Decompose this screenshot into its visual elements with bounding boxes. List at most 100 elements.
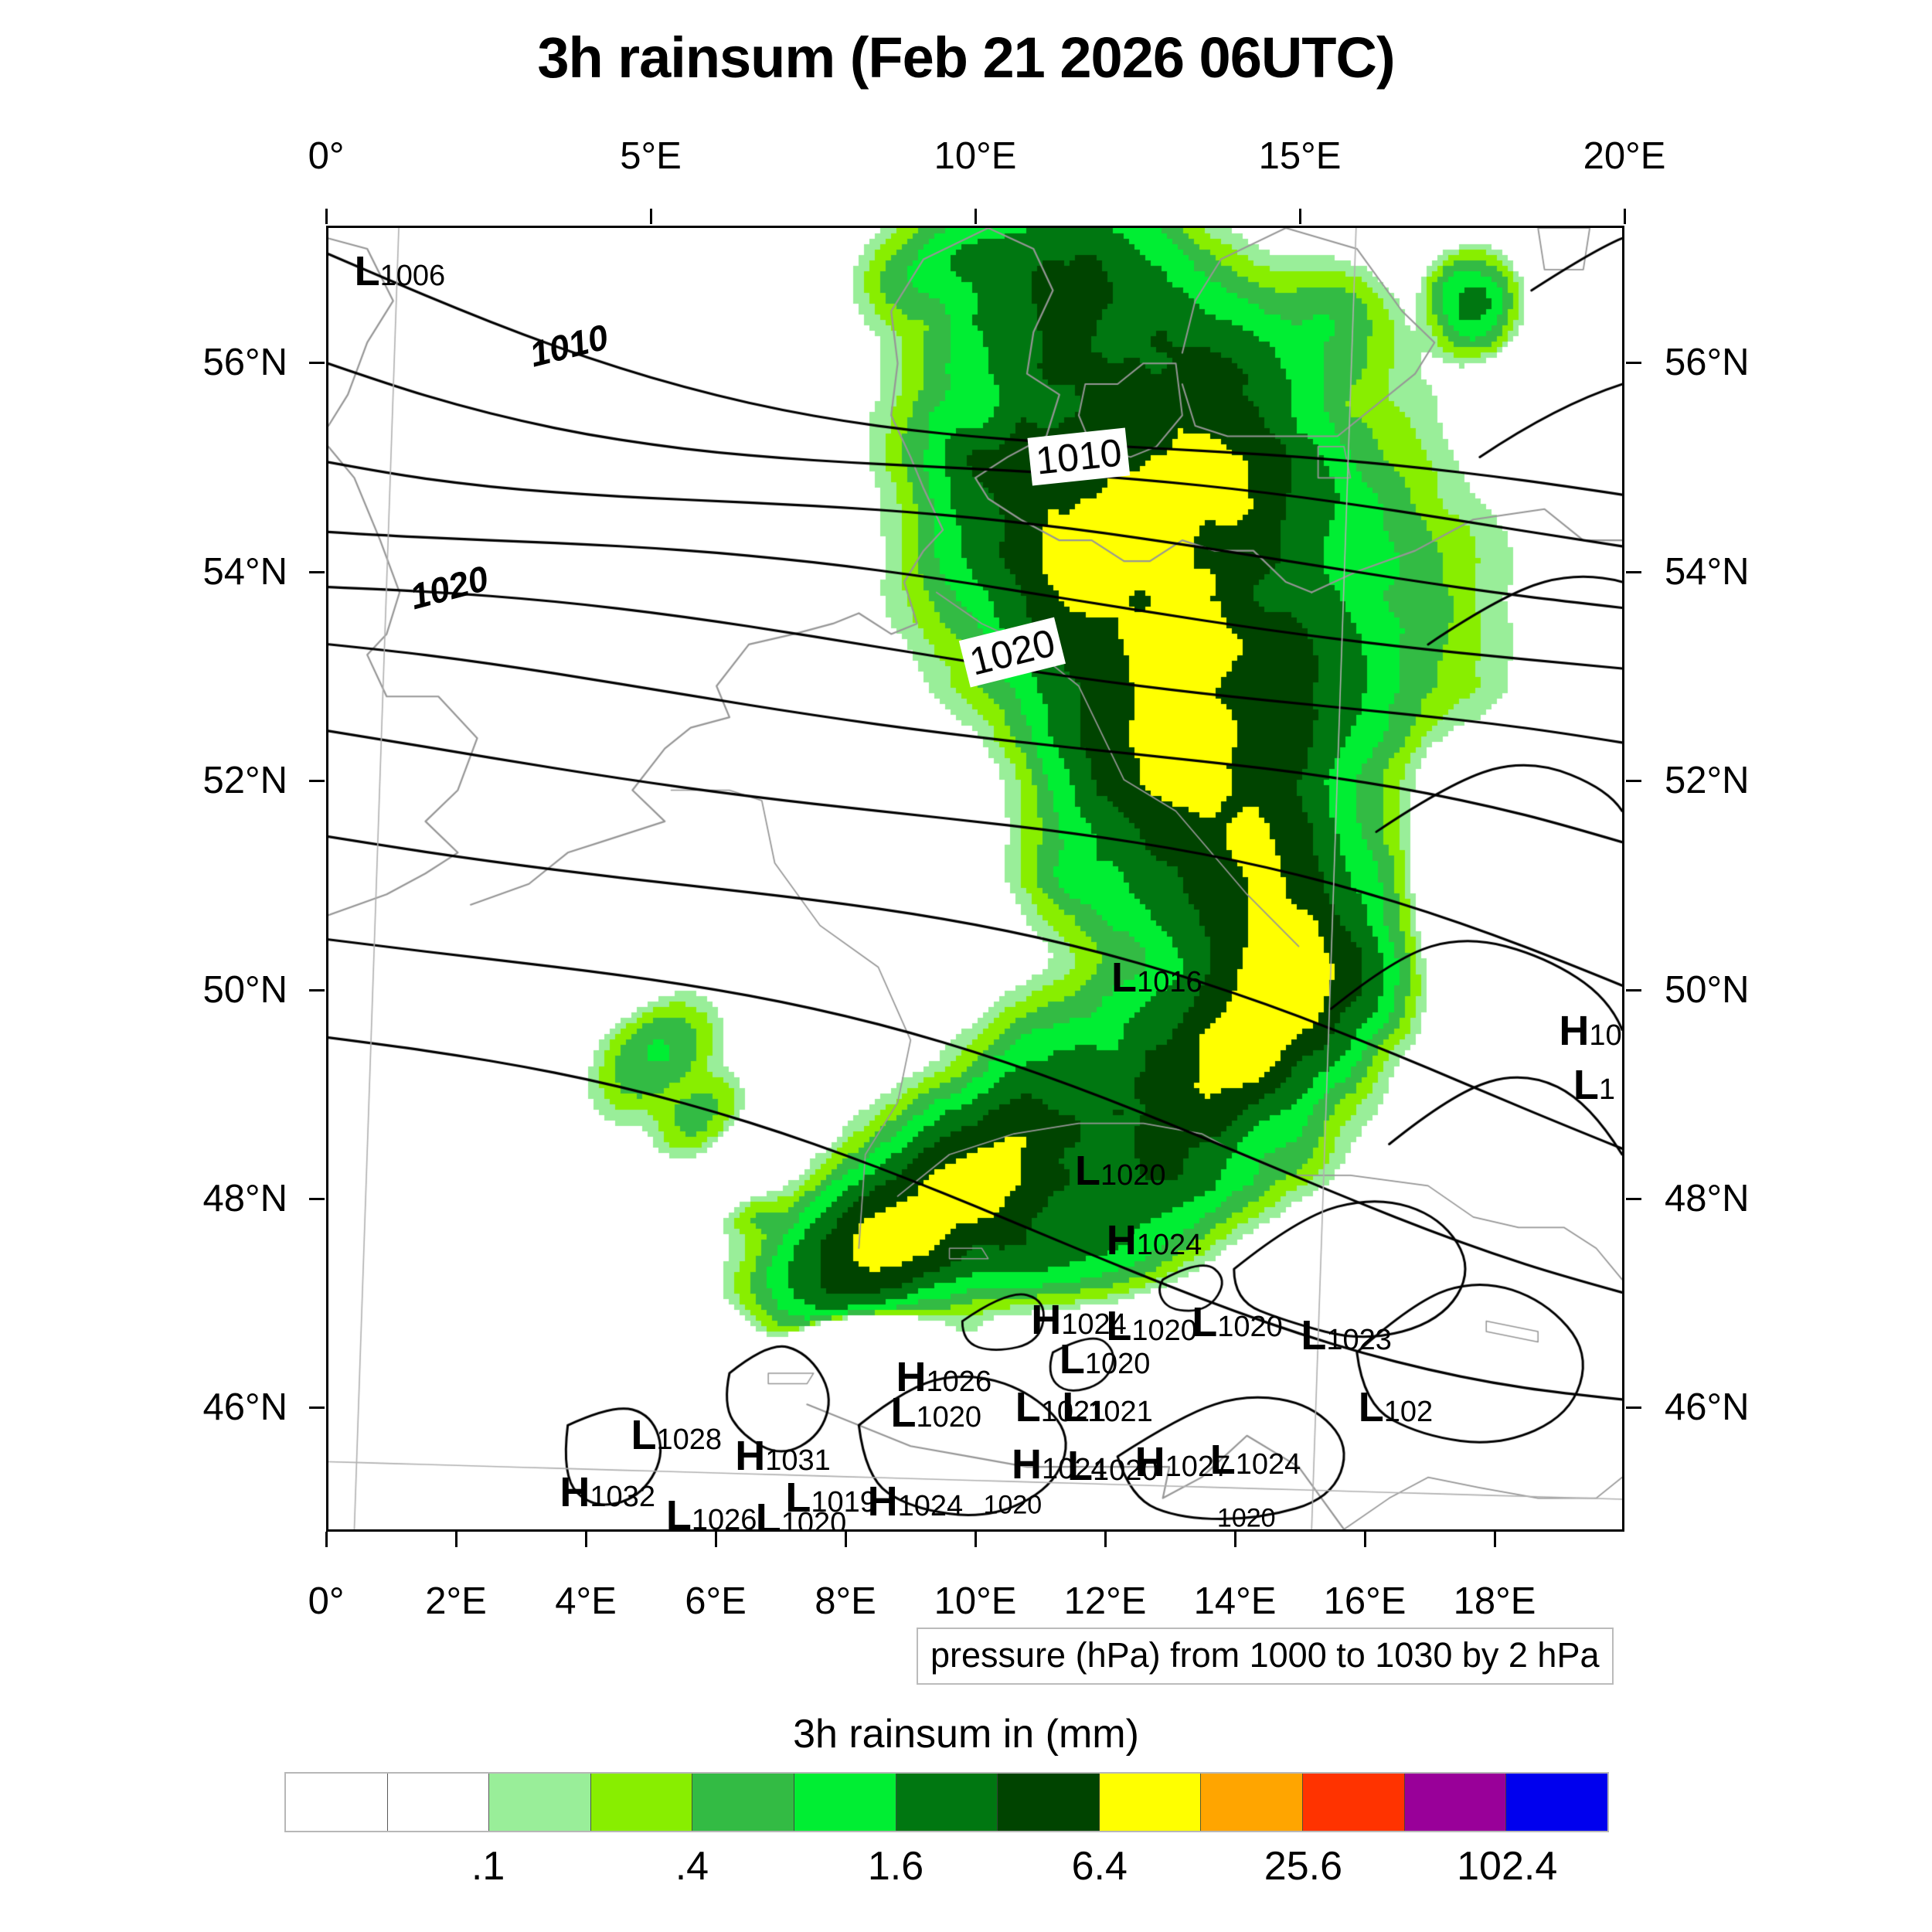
axis-tick-right	[1626, 780, 1641, 783]
axis-tick-left	[309, 362, 325, 365]
pressure-center-value: 1026	[691, 1504, 757, 1532]
colorbar-cell-11[interactable]	[1404, 1774, 1507, 1831]
pressure-center-value: 1020	[1217, 1311, 1283, 1344]
pressure-center-value: 1027	[1165, 1451, 1231, 1484]
axis-tick-right	[1626, 1406, 1641, 1410]
pressure-center-l-7: L1020	[1106, 1305, 1197, 1347]
pressure-center-type: L	[631, 1411, 657, 1458]
pressure-center-type: H	[1012, 1441, 1043, 1488]
pressure-center-h-20: H1027	[1135, 1441, 1231, 1483]
axis-label-right-5: 46°N	[1665, 1386, 1750, 1429]
pressure-center-type: L	[1106, 1303, 1132, 1350]
axis-tick-left	[309, 1198, 325, 1201]
pressure-center-type: L	[1111, 954, 1138, 1002]
axis-tick-left	[309, 988, 325, 992]
pressure-center-type: L	[1075, 1148, 1101, 1195]
pressure-center-h-5: H1024	[1107, 1219, 1202, 1261]
pressure-center-value: 1024	[1136, 1228, 1202, 1261]
pressure-center-type: L	[665, 1492, 692, 1532]
colorbar-cell-1[interactable]	[387, 1774, 490, 1831]
pressure-center-l-13: L1020	[890, 1392, 981, 1434]
colorbar-cell-4[interactable]	[692, 1774, 795, 1831]
axis-label-top-2: 10°E	[934, 135, 1017, 177]
colorbar-cell-2[interactable]	[489, 1774, 591, 1831]
axis-tick-right	[1626, 1198, 1641, 1201]
pressure-center-type: L	[755, 1495, 781, 1532]
axis-label-top-1: 5°E	[620, 135, 682, 177]
pressure-center-value: 1019	[811, 1485, 876, 1519]
pressure-center-type: L	[1059, 1335, 1085, 1383]
pressure-center-type: H	[560, 1468, 590, 1515]
pressure-center-type: L	[1192, 1299, 1218, 1346]
colorbar-label-5: 102.4	[1457, 1844, 1558, 1889]
axis-tick-top	[1299, 209, 1301, 224]
pressure-center-value: 1020	[1084, 1347, 1151, 1380]
axis-tick-top	[325, 209, 328, 224]
axis-tick-right	[1626, 988, 1641, 992]
isobar-label-4: 1020	[983, 1490, 1043, 1520]
pressure-center-l-9: L1023	[1301, 1315, 1392, 1356]
axis-label-left-1: 54°N	[202, 550, 287, 593]
pressure-center-value: 1020	[1092, 1454, 1158, 1488]
pressure-center-type: L	[1062, 1384, 1088, 1431]
pressure-center-value: 1023	[1326, 1324, 1392, 1357]
pressure-contour-note: pressure (hPa) from 1000 to 1030 by 2 hP…	[917, 1628, 1614, 1685]
colorbar-cell-12[interactable]	[1506, 1774, 1607, 1831]
pressure-center-type: H	[1031, 1296, 1062, 1343]
pressure-center-h-18: H1024	[1012, 1444, 1107, 1485]
pressure-center-value: 1026	[926, 1366, 992, 1399]
pressure-center-l-24: L1019	[785, 1477, 876, 1519]
pressure-center-l-19: L1020	[1067, 1445, 1158, 1487]
pressure-center-type: L	[1301, 1312, 1327, 1359]
colorbar-cell-6[interactable]	[896, 1774, 998, 1831]
colorbar-cell-5[interactable]	[794, 1774, 896, 1831]
axis-tick-right	[1626, 570, 1641, 573]
pressure-center-type: L	[1573, 1061, 1599, 1108]
axis-tick-bottom	[585, 1532, 587, 1547]
pressure-center-l-21: L1024	[1210, 1439, 1301, 1481]
axis-label-left-3: 50°N	[202, 968, 287, 1011]
colorbar-cell-7[interactable]	[998, 1774, 1100, 1831]
axis-tick-top	[650, 209, 652, 224]
map-plot-area[interactable]: L1006 L1016 H10 L1 L1020 H1024 H1024 L1020 L1020…	[326, 226, 1624, 1532]
colorbar-cell-3[interactable]	[590, 1774, 693, 1831]
pressure-center-l-15: L1021	[1062, 1386, 1153, 1428]
colorbar-label-1: .4	[675, 1844, 709, 1889]
pressure-center-value: 1020	[1100, 1159, 1166, 1192]
colorbar-label-0: .1	[471, 1844, 505, 1889]
pressure-center-l-14: L1021	[1015, 1386, 1107, 1428]
axis-tick-left	[309, 570, 325, 573]
pressure-center-type: H	[1559, 1008, 1590, 1055]
pressure-center-type: H	[896, 1354, 927, 1401]
colorbar-cell-0[interactable]	[286, 1774, 388, 1831]
colorbar-tick-labels: .1 .4 1.6 6.4 25.6 102.4	[284, 1843, 1609, 1897]
pressure-center-value: 102	[1383, 1396, 1434, 1429]
colorbar[interactable]	[284, 1772, 1609, 1832]
colorbar-cell-10[interactable]	[1303, 1774, 1405, 1831]
axis-label-right-0: 56°N	[1665, 342, 1750, 384]
axis-label-bottom-6: 12°E	[1063, 1580, 1147, 1622]
axis-tick-bottom	[1494, 1532, 1496, 1547]
axis-tick-top	[1624, 209, 1626, 224]
pressure-center-value: 10	[1589, 1019, 1622, 1053]
pressure-center-value: 1021	[1087, 1396, 1153, 1429]
colorbar-label-4: 25.6	[1264, 1844, 1343, 1889]
pressure-center-type: H	[1134, 1439, 1165, 1486]
pressure-center-l-25: L1020	[755, 1495, 847, 1532]
pressure-center-type: L	[1015, 1384, 1041, 1431]
axis-label-left-2: 52°N	[202, 760, 287, 802]
axis-label-top-3: 15°E	[1258, 135, 1342, 177]
pressure-center-value: 1020	[1131, 1315, 1197, 1348]
colorbar-cell-8[interactable]	[1099, 1774, 1202, 1831]
axis-label-top-4: 20°E	[1583, 135, 1666, 177]
axis-label-bottom-7: 14°E	[1193, 1580, 1277, 1622]
pressure-center-h-6: H1024	[1031, 1299, 1127, 1341]
pressure-center-value: 1016	[1137, 966, 1202, 999]
pressure-center-h-26: H1024	[868, 1481, 964, 1522]
colorbar-cell-9[interactable]	[1201, 1774, 1304, 1831]
axis-tick-right	[1626, 362, 1641, 365]
precipitation-field-canvas	[328, 228, 1622, 1529]
isobar-label-5: 1020	[1216, 1503, 1276, 1532]
pressure-center-l-10: L1020	[1060, 1338, 1151, 1380]
axis-label-top-0: 0°	[308, 135, 345, 177]
